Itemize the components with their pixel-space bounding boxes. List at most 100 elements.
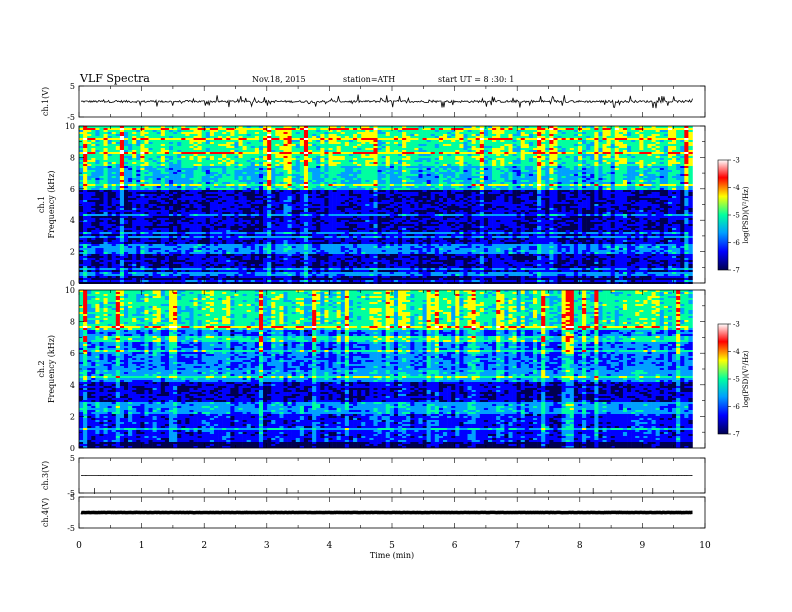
- spectrogram-cell: [406, 150, 410, 152]
- spectrogram-cell: [361, 188, 365, 190]
- spectrogram-cell: [361, 134, 365, 136]
- spectrogram-cell: [570, 142, 574, 144]
- spectrogram-cell: [247, 142, 251, 144]
- spectrogram-cell: [603, 176, 607, 178]
- spectrogram-cell: [316, 186, 320, 188]
- spectrogram-cell: [647, 154, 651, 156]
- spectrogram-cell: [181, 164, 185, 166]
- spectrogram-cell: [95, 132, 99, 134]
- spectrogram-cell: [529, 158, 533, 160]
- spectrogram-cell: [423, 190, 427, 192]
- spectrogram-cell: [99, 182, 103, 184]
- spectrogram-cell: [308, 136, 312, 138]
- spectrogram-cell: [607, 140, 611, 142]
- spectrogram-cell: [136, 144, 140, 146]
- spectrogram-cell: [590, 158, 594, 160]
- spectrogram-cell: [357, 168, 361, 170]
- spectrogram-cell: [373, 136, 377, 138]
- spectrogram-cell: [492, 134, 496, 136]
- spectrogram-cell: [439, 144, 443, 146]
- spectrogram-cell: [611, 152, 615, 154]
- spectrogram-cell: [337, 152, 341, 154]
- spectrogram-cell: [189, 162, 193, 164]
- spectrogram-cell: [680, 142, 684, 144]
- spectrogram-cell: [508, 186, 512, 188]
- spectrogram-cell: [414, 152, 418, 154]
- spectrogram-cell: [382, 188, 386, 190]
- spectrogram-cell: [239, 184, 243, 186]
- spectrogram-cell: [177, 144, 181, 146]
- spectrogram-cell: [243, 190, 247, 192]
- spectrogram-cell: [112, 188, 116, 190]
- spectrogram-cell: [582, 182, 586, 184]
- spectrogram-cell: [480, 182, 484, 184]
- spectrogram-cell: [181, 156, 185, 158]
- spectrogram-cell: [455, 148, 459, 150]
- spectrogram-cell: [476, 136, 480, 138]
- spectrogram-cell: [99, 134, 103, 136]
- spectrogram-cell: [189, 168, 193, 170]
- spectrogram-cell: [418, 170, 422, 172]
- spectrogram-cell: [643, 174, 647, 176]
- spectrogram-cell: [668, 164, 672, 166]
- spectrogram-cell: [488, 134, 492, 136]
- spectrogram-cell: [672, 148, 676, 150]
- spectrogram-cell: [439, 178, 443, 180]
- spectrogram-cell: [275, 154, 279, 156]
- spectrogram-cell: [545, 174, 549, 176]
- spectrogram-cell: [226, 180, 230, 182]
- spectrogram-cell: [427, 166, 431, 168]
- spectrogram-cell: [582, 138, 586, 140]
- spectrogram-cell: [239, 180, 243, 182]
- spectrogram-cell: [643, 142, 647, 144]
- spectrogram-cell: [304, 156, 308, 158]
- spectrogram-cell: [594, 184, 598, 186]
- spectrogram-cell: [271, 130, 275, 132]
- spectrogram-cell: [672, 150, 676, 152]
- spectrogram-cell: [590, 150, 594, 152]
- spectrogram-cell: [578, 138, 582, 140]
- spectrogram-cell: [410, 184, 414, 186]
- spectrogram-cell: [112, 154, 116, 156]
- spectrogram-cell: [243, 174, 247, 176]
- spectrogram-cell: [558, 180, 562, 182]
- spectrogram-cell: [492, 138, 496, 140]
- spectrogram-cell: [116, 144, 120, 146]
- spectrogram-cell: [427, 174, 431, 176]
- spectrogram-cell: [455, 186, 459, 188]
- spectrogram-cell: [533, 140, 537, 142]
- spectrogram-cell: [169, 162, 173, 164]
- spectrogram-cell: [418, 190, 422, 192]
- spectrogram-cell: [603, 144, 607, 146]
- spectrogram-cell: [623, 128, 627, 130]
- spectrogram-cell: [136, 150, 140, 152]
- spectrogram-cell: [570, 130, 574, 132]
- spectrogram-cell: [365, 164, 369, 166]
- spectrogram-cell: [263, 184, 267, 186]
- spectrogram-cell: [504, 130, 508, 132]
- spectrogram-cell: [206, 160, 210, 162]
- spectrogram-cell: [185, 190, 189, 192]
- spectrogram-cell: [603, 180, 607, 182]
- spectrogram-cell: [177, 190, 181, 192]
- spectrogram-cell: [128, 162, 132, 164]
- spectrogram-cell: [218, 150, 222, 152]
- spectrogram-cell: [525, 172, 529, 174]
- spectrogram-cell: [582, 148, 586, 150]
- spectrogram-cell: [365, 150, 369, 152]
- spectrogram-cell: [222, 164, 226, 166]
- spectrogram-cell: [198, 170, 202, 172]
- spectrogram-cell: [382, 174, 386, 176]
- spectrogram-cell: [423, 180, 427, 182]
- spectrogram-cell: [541, 128, 545, 130]
- spectrogram-cell: [222, 138, 226, 140]
- spectrogram-cell: [144, 144, 148, 146]
- spectrogram-cell: [586, 166, 590, 168]
- spectrogram-cell: [312, 150, 316, 152]
- spectrogram-cell: [484, 138, 488, 140]
- spectrogram-cell: [239, 158, 243, 160]
- spectrogram-cell: [157, 142, 161, 144]
- spectrogram-cell: [161, 174, 165, 176]
- spectrogram-cell: [328, 154, 332, 156]
- spectrogram-cell: [455, 184, 459, 186]
